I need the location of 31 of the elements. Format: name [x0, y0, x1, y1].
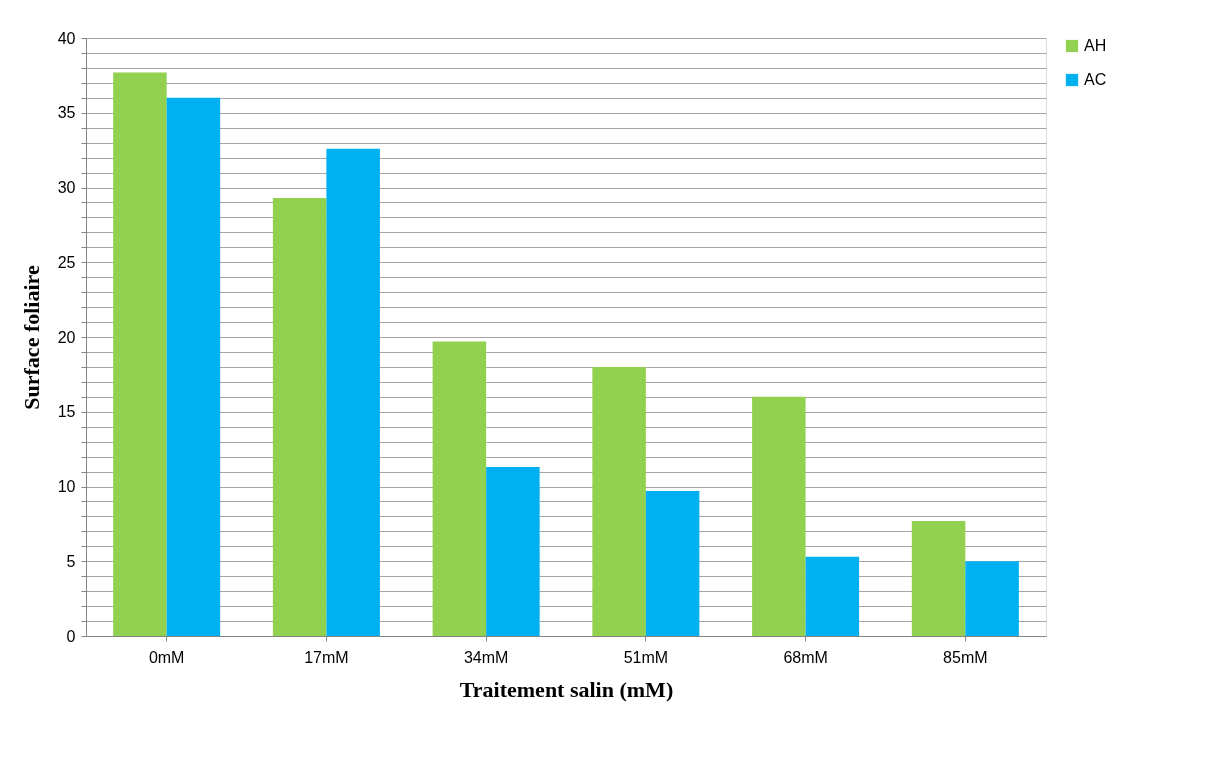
- x-tick-label: 51mM: [623, 648, 669, 666]
- bar: [166, 97, 221, 636]
- y-tick-label: 5: [66, 552, 76, 570]
- bar: [592, 366, 646, 636]
- y-tick-label: 30: [57, 179, 76, 196]
- y-tick-label: 40: [57, 29, 76, 47]
- bar: [645, 490, 700, 636]
- bar: [911, 520, 966, 636]
- bar: [805, 556, 860, 636]
- y-axis-title: Surface foliaire: [18, 265, 44, 410]
- x-tick-label: 0mM: [148, 648, 185, 666]
- y-tick-label: 0: [66, 627, 76, 645]
- x-tick-label: 17mM: [304, 648, 349, 666]
- y-tick-label: 20: [57, 328, 76, 346]
- y-tick-label: 15: [57, 403, 76, 421]
- x-tick-label: 34mM: [463, 648, 509, 666]
- x-axis-title: Traitement salin (mM): [459, 676, 674, 702]
- bar: [752, 396, 806, 636]
- x-tick-label: 85mM: [943, 648, 988, 666]
- bar: [326, 148, 380, 636]
- bar: [432, 341, 487, 636]
- y-tick-label: 35: [57, 104, 76, 122]
- legend-label: AC: [1084, 71, 1107, 88]
- x-tick-label: 68mM: [783, 648, 828, 666]
- y-tick-label: 10: [57, 478, 76, 495]
- bar: [486, 467, 540, 636]
- bar: [272, 197, 327, 636]
- y-tick-label: 25: [57, 253, 76, 271]
- legend-label: AH: [1084, 37, 1107, 54]
- bar: [965, 561, 1019, 636]
- bar: [113, 72, 167, 636]
